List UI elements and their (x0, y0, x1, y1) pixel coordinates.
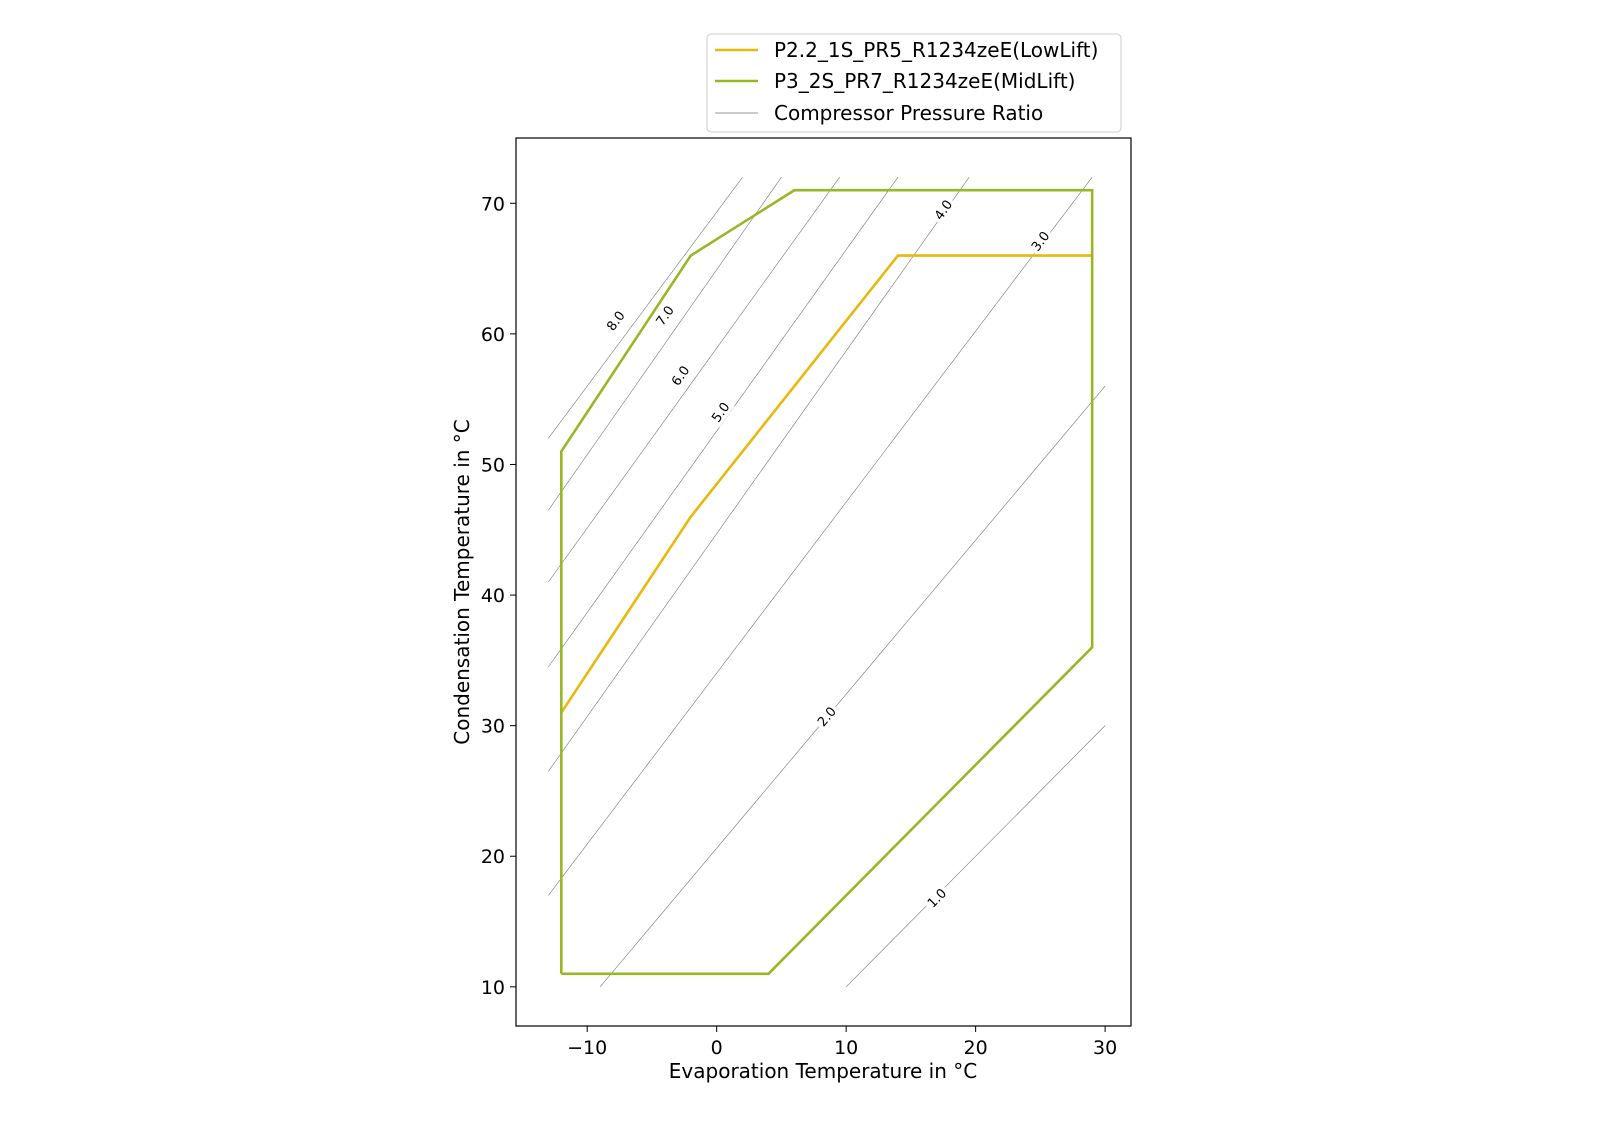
x-tick-label: 10 (834, 1037, 858, 1059)
pressure-ratio-line-7.0 (548, 177, 782, 511)
y-tick-label: 50 (481, 454, 505, 476)
x-tick-label: 0 (711, 1037, 723, 1059)
legend-label-midlift: P3_2S_PR7_R1234zeE(MidLift) (774, 69, 1075, 93)
plot-frame (515, 137, 1132, 1027)
y-tick-label: 40 (481, 585, 505, 607)
pressure-ratio-label-bg (601, 305, 630, 337)
x-tick-label: 20 (964, 1037, 988, 1059)
pressure-ratio-label-bg (1026, 225, 1055, 257)
legend-label-pressure-ratio: Compressor Pressure Ratio (774, 101, 1043, 125)
pressure-ratio-line-3.0 (548, 176, 1093, 896)
pressure-ratio-line-8.0 (548, 176, 743, 439)
legend-box (706, 33, 1122, 133)
pressure-ratio-label-bg (666, 360, 695, 391)
y-tick-label: 10 (481, 977, 505, 999)
legend-label-lowlift: P2.2_1S_PR5_R1234zeE(LowLift) (774, 38, 1098, 62)
pressure-ratio-label-bg (921, 883, 952, 913)
y-tick-label: 30 (481, 716, 505, 738)
series-line-midlift (560, 188, 1094, 976)
y-tick-label: 60 (481, 324, 505, 346)
pressure-ratio-label-bg (812, 701, 842, 732)
pressure-ratio-label-bg (929, 194, 958, 226)
y-tick-label: 70 (481, 193, 505, 215)
pressure-ratio-line-1.0 (845, 725, 1106, 988)
x-tick-label: 30 (1093, 1037, 1117, 1059)
x-axis-label: Evaporation Temperature in °C (669, 1059, 977, 1083)
legend: P2.2_1S_PR5_R1234zeE(LowLift) P3_2S_PR7_… (706, 33, 1122, 133)
x-axis-ticks: −10 0 10 20 30 (567, 1026, 1117, 1059)
pressure-ratio-line-4.0 (548, 177, 970, 772)
pressure-ratio-line-6.0 (548, 177, 840, 583)
pressure-ratio-labels: 8.0 7.06.05.04.03.02.01.0 (601, 194, 1055, 913)
pressure-ratio-label-bg (706, 397, 735, 428)
y-axis-ticks: 10 20 30 40 50 60 70 (481, 193, 516, 999)
pressure-ratio-label-bg (650, 300, 679, 331)
pressure-ratio-lines (548, 176, 1106, 988)
y-tick-label: 20 (481, 846, 505, 868)
series-line-lowlift (560, 254, 1093, 714)
x-tick-label: −10 (567, 1037, 607, 1059)
pressure-ratio-line-2.0 (599, 385, 1106, 988)
y-axis-label: Condensation Temperature in °C (450, 419, 474, 745)
series-group (560, 188, 1094, 976)
